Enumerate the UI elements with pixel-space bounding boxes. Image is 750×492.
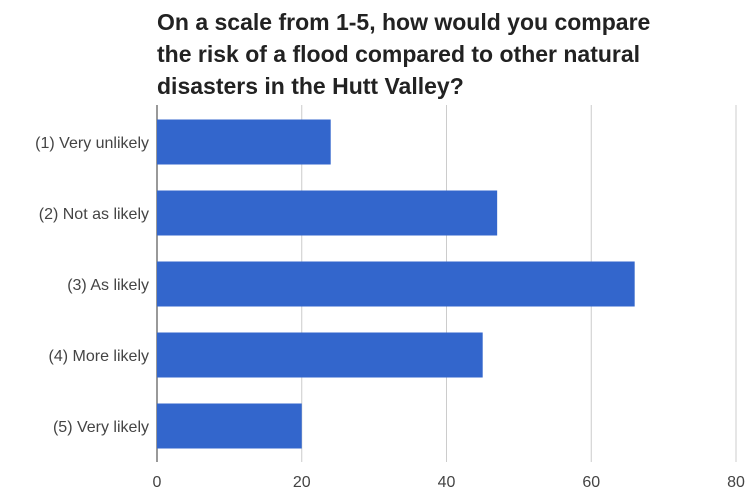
x-tick-label: 20 bbox=[293, 474, 311, 491]
chart-title-line-1: On a scale from 1-5, how would you compa… bbox=[157, 9, 651, 35]
category-label: (3) As likely bbox=[67, 277, 149, 294]
bars bbox=[157, 119, 635, 449]
x-tick-label: 80 bbox=[727, 474, 745, 491]
x-tick-labels: 0 20 40 60 80 bbox=[153, 474, 745, 491]
x-tick-label: 0 bbox=[153, 474, 162, 491]
bar[interactable] bbox=[157, 261, 635, 307]
chart-title-line-3: disasters in the Hutt Valley? bbox=[157, 73, 464, 99]
bar[interactable] bbox=[157, 332, 483, 378]
bar[interactable] bbox=[157, 403, 302, 449]
x-tick-label: 40 bbox=[438, 474, 456, 491]
category-label: (4) More likely bbox=[49, 348, 149, 365]
chart-title-line-2: the risk of a flood compared to other na… bbox=[157, 41, 641, 67]
category-label: (5) Very likely bbox=[53, 419, 149, 436]
category-labels: (1) Very unlikely (2) Not as likely (3) As… bbox=[35, 135, 149, 436]
x-tick-label: 60 bbox=[582, 474, 600, 491]
category-label: (1) Very unlikely bbox=[35, 135, 149, 152]
bar[interactable] bbox=[157, 119, 331, 165]
bar[interactable] bbox=[157, 190, 498, 236]
category-label: (2) Not as likely bbox=[39, 206, 149, 223]
chart-title: On a scale from 1-5, how would you compa… bbox=[157, 6, 742, 102]
